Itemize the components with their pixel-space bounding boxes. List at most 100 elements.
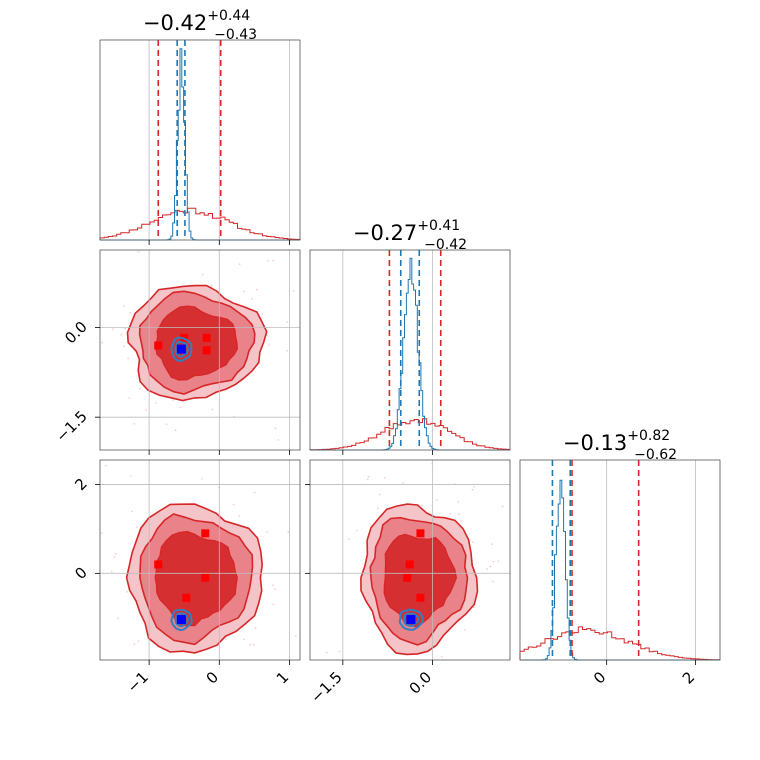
sample-point (238, 263, 241, 265)
sample-point (224, 638, 227, 641)
x-tick-label: 0 (203, 668, 222, 687)
sample-point (123, 345, 126, 348)
sample-point (492, 560, 495, 563)
panel-p2-histogram (309, 249, 511, 455)
sample-point (123, 305, 126, 308)
axis-frame (99, 459, 301, 661)
sample-point (145, 409, 148, 412)
sample-point (491, 580, 494, 583)
blue-contour-outer (170, 608, 193, 632)
sample-point (440, 655, 443, 658)
sample-point (274, 427, 277, 430)
sample-point (325, 651, 328, 654)
sample-point (253, 491, 256, 494)
blue-contour-inner (174, 612, 190, 628)
sample-point (366, 478, 369, 481)
sample-point (135, 526, 138, 528)
sample-point (100, 532, 103, 535)
sample-point (139, 387, 142, 390)
title-p2: −0.27+0.41 −0.42 (353, 218, 467, 253)
sample-point (124, 327, 126, 330)
sample-point (457, 500, 460, 503)
sample-point (402, 482, 405, 484)
axis-frame (309, 459, 511, 661)
sample-point (367, 475, 370, 478)
sample-point (252, 643, 255, 646)
sample-point (464, 628, 466, 631)
y-tick-label: −1.5 (52, 407, 90, 445)
sample-point (105, 464, 108, 467)
sample-point (286, 321, 288, 323)
panel-p1-vs-p3: 0 2 −1 0 1 (71, 459, 301, 696)
x-tick-label: 2 (679, 668, 698, 687)
red-marker (154, 560, 163, 569)
sample-point (232, 503, 235, 506)
sample-point (129, 311, 132, 314)
red-contour-inner (154, 530, 238, 627)
title-p3: −0.13+0.82 −0.62 (563, 428, 677, 463)
sample-point (436, 499, 438, 501)
sample-point (114, 553, 117, 555)
sample-point (272, 259, 274, 262)
sample-point (277, 439, 280, 441)
sample-point (238, 515, 241, 517)
sample-point (348, 538, 350, 541)
sample-point (256, 288, 258, 291)
sample-point (268, 344, 270, 347)
red-marker (416, 593, 425, 602)
sample-point (272, 584, 274, 586)
x-tick-label: −1 (124, 668, 152, 696)
axis-frame (309, 249, 511, 451)
red-histogram-step (519, 626, 721, 661)
sample-point (286, 349, 289, 352)
red-marker (201, 573, 210, 582)
y-tick-label: 0 (71, 563, 90, 582)
sample-point (120, 333, 123, 336)
sample-point (131, 510, 133, 513)
sample-point (421, 504, 424, 507)
blue-contour-inner (403, 612, 420, 627)
sample-point (133, 643, 136, 646)
sample-point (155, 401, 158, 404)
sample-point (251, 297, 254, 300)
blue-marker (176, 615, 186, 625)
red-marker (405, 560, 414, 569)
sample-point (272, 603, 275, 606)
panel-p1-histogram (99, 39, 301, 245)
y-tick-label: 0.0 (61, 318, 91, 348)
axis-frame (99, 249, 301, 451)
blue-histogram-step (520, 479, 720, 661)
sample-point (294, 635, 297, 637)
red-marker (182, 593, 191, 602)
sample-point (254, 627, 257, 630)
sample-point (267, 260, 270, 262)
sample-point (338, 650, 341, 653)
sample-point (274, 588, 276, 590)
sample-point (243, 290, 245, 293)
sample-point (449, 512, 452, 515)
sample-point (101, 341, 104, 344)
sample-point (129, 475, 132, 477)
sample-point (501, 505, 504, 508)
sample-point (243, 638, 246, 641)
sample-point (472, 541, 474, 543)
sample-point (174, 429, 177, 432)
panel-p1-vs-p2: −1.5 0.0 (52, 249, 301, 455)
blue-contour-outer (170, 336, 193, 362)
sample-point (165, 423, 168, 426)
sample-point (110, 570, 113, 573)
sample-point (126, 591, 128, 593)
sample-point (137, 640, 140, 643)
sample-point (137, 250, 140, 253)
red-marker (202, 346, 211, 355)
red-contour-inner (383, 533, 458, 628)
sample-point (460, 520, 463, 522)
sample-point (211, 408, 214, 411)
sample-point (210, 284, 213, 287)
red-histogram-step (99, 207, 301, 240)
blue-marker (176, 344, 186, 354)
sample-point (378, 493, 381, 496)
sample-point (112, 328, 114, 331)
sample-point (486, 568, 488, 570)
